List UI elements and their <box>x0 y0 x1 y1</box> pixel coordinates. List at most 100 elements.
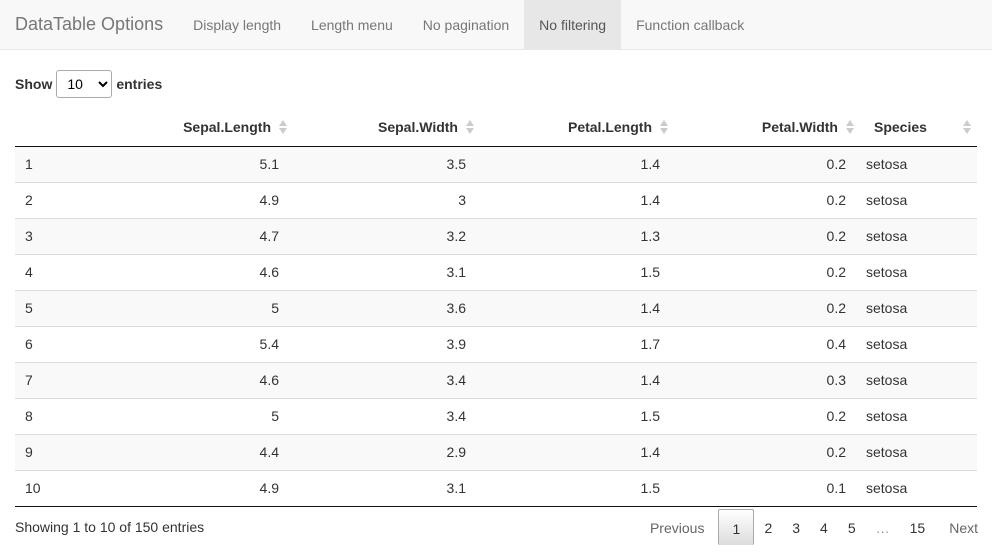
table-cell: setosa <box>860 361 977 398</box>
table-cell: 1 <box>15 146 160 182</box>
tab-length-menu[interactable]: Length menu <box>311 16 393 33</box>
table-cell: 3.9 <box>293 325 480 362</box>
column-header-petal-width[interactable]: Petal.Width <box>674 109 860 147</box>
table-cell: 1.3 <box>480 217 674 254</box>
table-header-row: Sepal.Length Sepal.Width Petal.Length Pe… <box>15 109 977 147</box>
table-cell: 4.9 <box>160 469 293 507</box>
table-cell: 6 <box>15 325 160 362</box>
table-info: Showing 1 to 10 of 150 entries <box>15 518 205 535</box>
table-cell: 1.4 <box>480 146 674 182</box>
table-row[interactable]: 4 4.6 3.1 1.5 0.2 setosa <box>15 253 977 290</box>
column-header-sepal-width[interactable]: Sepal.Width <box>293 109 480 147</box>
table-cell: 0.1 <box>674 469 860 507</box>
table-cell: 3.1 <box>293 253 480 290</box>
table-cell: 0.2 <box>674 146 860 182</box>
table-cell: setosa <box>860 325 977 362</box>
table-cell: 4.7 <box>160 217 293 254</box>
table-cell: 4.9 <box>160 181 293 218</box>
table-row[interactable]: 9 4.4 2.9 1.4 0.2 setosa <box>15 433 977 470</box>
length-prefix: Show <box>15 76 53 92</box>
table-cell: 0.2 <box>674 397 860 434</box>
table-cell: 1.5 <box>480 253 674 290</box>
table-cell: 1.5 <box>480 469 674 507</box>
tab-display-length[interactable]: Display length <box>193 16 282 33</box>
table-cell: 3 <box>15 217 160 254</box>
table-cell: setosa <box>860 217 977 254</box>
table-cell: 5 <box>15 289 160 326</box>
sort-both-icon <box>846 119 854 135</box>
table-cell: setosa <box>860 253 977 290</box>
table-cell: 4 <box>15 253 160 290</box>
table-cell: 3.5 <box>293 146 480 182</box>
column-header-label: Petal.Length <box>567 119 652 136</box>
table-cell: setosa <box>860 181 977 218</box>
table-cell: 5.1 <box>160 146 293 182</box>
tab-no-filtering[interactable]: No filtering <box>524 0 622 49</box>
table-footer: Showing 1 to 10 of 150 entries Previous … <box>15 507 978 547</box>
pagination-page-2[interactable]: 2 <box>764 519 773 536</box>
pagination-next-button[interactable]: Next <box>949 519 978 536</box>
table-cell: 3.4 <box>293 361 480 398</box>
tab-function-callback[interactable]: Function callback <box>636 16 745 33</box>
pagination-page-1[interactable]: 1 <box>718 508 755 545</box>
table-cell: 9 <box>15 433 160 470</box>
table-cell: 2 <box>15 181 160 218</box>
navbar-brand[interactable]: DataTable Options <box>15 14 164 34</box>
sort-both-icon <box>279 119 287 135</box>
table-cell: 0.2 <box>674 289 860 326</box>
table-cell: 1.4 <box>480 181 674 218</box>
pagination-page-4[interactable]: 4 <box>820 519 828 536</box>
sort-both-icon <box>466 119 474 135</box>
table-cell: 0.2 <box>674 181 860 218</box>
navbar: DataTable Options Display length Length … <box>0 0 992 50</box>
column-header-index <box>15 109 160 147</box>
pagination-ellipsis: … <box>875 519 890 536</box>
table-cell: 7 <box>15 361 160 398</box>
table-cell: 3.1 <box>293 469 480 507</box>
table-cell: 0.2 <box>674 217 860 254</box>
table-row[interactable]: 7 4.6 3.4 1.4 0.3 setosa <box>15 361 977 398</box>
table-cell: 1.7 <box>480 325 674 362</box>
table-cell: 1.4 <box>480 433 674 470</box>
pagination-page-15[interactable]: 15 <box>909 519 926 536</box>
entries-length-select[interactable]: 10 <box>56 70 113 98</box>
table-cell: 1.4 <box>480 361 674 398</box>
main-content: Show 10 entries Sepal.Length Sepal.Width… <box>0 70 992 547</box>
pagination-previous-button[interactable]: Previous <box>649 519 705 536</box>
table-row[interactable]: 5 5 3.6 1.4 0.2 setosa <box>15 289 977 326</box>
table-row[interactable]: 1 5.1 3.5 1.4 0.2 setosa <box>15 146 977 182</box>
table-cell: setosa <box>860 469 977 507</box>
table-row[interactable]: 6 5.4 3.9 1.7 0.4 setosa <box>15 325 977 362</box>
table-cell: 3 <box>293 181 480 218</box>
table-cell: 1.4 <box>480 289 674 326</box>
column-header-petal-length[interactable]: Petal.Length <box>480 109 674 147</box>
tab-no-pagination[interactable]: No pagination <box>422 16 510 33</box>
data-table: Sepal.Length Sepal.Width Petal.Length Pe… <box>15 109 977 507</box>
length-suffix: entries <box>116 76 163 92</box>
table-cell: 5.4 <box>160 325 293 362</box>
table-cell: setosa <box>860 397 977 434</box>
table-row[interactable]: 10 4.9 3.1 1.5 0.1 setosa <box>15 469 977 507</box>
table-cell: setosa <box>860 289 977 326</box>
table-row[interactable]: 2 4.9 3 1.4 0.2 setosa <box>15 181 977 218</box>
pagination: Previous 1 2 3 4 5 … 15 Next <box>636 508 992 545</box>
column-header-label: Sepal.Width <box>378 119 458 136</box>
table-cell: 3.2 <box>293 217 480 254</box>
table-row[interactable]: 3 4.7 3.2 1.3 0.2 setosa <box>15 217 977 254</box>
column-header-sepal-length[interactable]: Sepal.Length <box>160 109 293 147</box>
table-row[interactable]: 8 5 3.4 1.5 0.2 setosa <box>15 397 977 434</box>
column-header-label: Sepal.Length <box>183 119 271 136</box>
table-cell: 4.6 <box>160 361 293 398</box>
sort-both-icon <box>963 119 971 135</box>
table-cell: 10 <box>15 469 160 507</box>
table-cell: 2.9 <box>293 433 480 470</box>
table-cell: 4.4 <box>160 433 293 470</box>
column-header-species[interactable]: Species <box>860 109 977 147</box>
pagination-page-5[interactable]: 5 <box>847 519 856 536</box>
table-cell: 0.2 <box>674 253 860 290</box>
pagination-page-3[interactable]: 3 <box>792 519 801 536</box>
column-header-label: Species <box>874 119 927 136</box>
table-cell: 0.2 <box>674 433 860 470</box>
table-cell: 0.4 <box>674 325 860 362</box>
table-cell: 3.6 <box>293 289 480 326</box>
